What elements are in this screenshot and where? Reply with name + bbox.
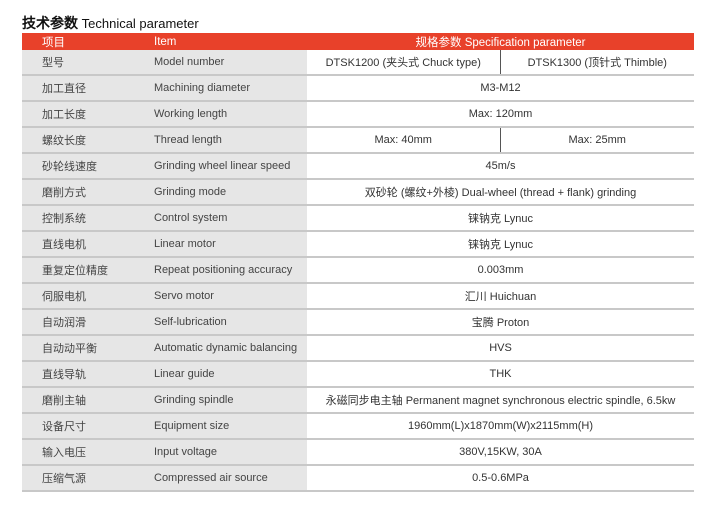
param-value: Max: 120mm — [307, 101, 695, 128]
param-value: 0.003mm — [307, 257, 695, 284]
param-name-en: Linear motor — [150, 231, 307, 258]
param-value: 380V,15KW, 30A — [307, 439, 695, 466]
param-value: 铼钠克 Lynuc — [307, 231, 695, 258]
table-row: 设备尺寸 Equipment size 1960mm(L)x1870mm(W)x21… — [22, 413, 695, 440]
table-row: 型号 Model number DTSK1200 (夹头式 Chuck type) D… — [22, 50, 695, 76]
param-name-en: Model number — [150, 50, 307, 76]
header-item-en: Item — [150, 33, 307, 50]
param-name-en: Input voltage — [150, 439, 307, 466]
header-spec: 规格参数 Specification parameter — [307, 33, 695, 50]
table-row: 直线电机 Linear motor 铼钠克 Lynuc — [22, 231, 695, 258]
param-name-en: Thread length — [150, 127, 307, 154]
param-name-en: Machining diameter — [150, 75, 307, 102]
param-name-cn: 输入电压 — [22, 439, 150, 466]
table-row: 磨削主轴 Grinding spindle 永磁同步电主轴 Permanent ma… — [22, 387, 695, 414]
table-row: 加工长度 Working length Max: 120mm — [22, 101, 695, 128]
table-row: 加工直径 Machining diameter M3-M12 — [22, 75, 695, 102]
table-row: 磨削方式 Grinding mode 双砂轮 (螺纹+外棱) Dual-wheel … — [22, 179, 695, 206]
param-value: Max: 40mm — [307, 127, 501, 154]
param-value: THK — [307, 361, 695, 388]
param-name-cn: 自动动平衡 — [22, 335, 150, 362]
param-name-cn: 型号 — [22, 50, 150, 76]
param-value: 汇川 Huichuan — [307, 283, 695, 310]
param-name-cn: 磨削主轴 — [22, 387, 150, 414]
param-name-en: Self-lubrication — [150, 309, 307, 336]
param-value: 1960mm(L)x1870mm(W)x2115mm(H) — [307, 413, 695, 440]
param-name-cn: 砂轮线速度 — [22, 153, 150, 180]
param-name-cn: 直线电机 — [22, 231, 150, 258]
param-name-cn: 设备尺寸 — [22, 413, 150, 440]
param-value: 宝腾 Proton — [307, 309, 695, 336]
param-value: M3-M12 — [307, 75, 695, 102]
param-name-cn: 控制系统 — [22, 205, 150, 232]
table-row: 直线导轨 Linear guide THK — [22, 361, 695, 388]
param-value: DTSK1300 (顶针式 Thimble) — [500, 50, 695, 76]
param-value: 永磁同步电主轴 Permanent magnet synchronous ele… — [307, 387, 695, 414]
param-name-cn: 加工长度 — [22, 101, 150, 128]
table-row: 压缩气源 Compressed air source 0.5-0.6MPa — [22, 465, 695, 492]
param-name-cn: 螺纹长度 — [22, 127, 150, 154]
param-name-en: Linear guide — [150, 361, 307, 388]
param-name-en: Grinding spindle — [150, 387, 307, 414]
param-value: Max: 25mm — [500, 127, 695, 154]
table-row: 自动动平衡 Automatic dynamic balancing HVS — [22, 335, 695, 362]
param-name-cn: 直线导轨 — [22, 361, 150, 388]
param-name-en: Control system — [150, 205, 307, 232]
param-name-cn: 磨削方式 — [22, 179, 150, 206]
param-name-en: Compressed air source — [150, 465, 307, 492]
table-row: 控制系统 Control system 铼钠克 Lynuc — [22, 205, 695, 232]
param-name-en: Automatic dynamic balancing — [150, 335, 307, 362]
header-item-cn: 项目 — [22, 33, 150, 50]
param-value: DTSK1200 (夹头式 Chuck type) — [307, 50, 501, 76]
table-row: 砂轮线速度 Grinding wheel linear speed 45m/s — [22, 153, 695, 180]
param-name-cn: 伺服电机 — [22, 283, 150, 310]
param-name-en: Grinding wheel linear speed — [150, 153, 307, 180]
param-name-cn: 重复定位精度 — [22, 257, 150, 284]
table-row: 自动润滑 Self-lubrication 宝腾 Proton — [22, 309, 695, 336]
title-en: Technical parameter — [81, 16, 199, 31]
page-title: 技术参数 Technical parameter — [22, 13, 199, 33]
param-value: 0.5-0.6MPa — [307, 465, 695, 492]
param-value: HVS — [307, 335, 695, 362]
param-name-en: Equipment size — [150, 413, 307, 440]
param-name-en: Grinding mode — [150, 179, 307, 206]
table-row: 重复定位精度 Repeat positioning accuracy 0.003mm — [22, 257, 695, 284]
param-value: 铼钠克 Lynuc — [307, 205, 695, 232]
param-value: 双砂轮 (螺纹+外棱) Dual-wheel (thread + flank) … — [307, 179, 695, 206]
param-name-en: Servo motor — [150, 283, 307, 310]
table-row: 螺纹长度 Thread length Max: 40mm Max: 25mm — [22, 127, 695, 154]
table-row: 输入电压 Input voltage 380V,15KW, 30A — [22, 439, 695, 466]
param-name-cn: 自动润滑 — [22, 309, 150, 336]
param-name-en: Working length — [150, 101, 307, 128]
table-row: 伺服电机 Servo motor 汇川 Huichuan — [22, 283, 695, 310]
title-cn: 技术参数 — [22, 15, 78, 31]
param-name-cn: 压缩气源 — [22, 465, 150, 492]
spec-table: 项目 Item 规格参数 Specification parameter 型号 M… — [22, 33, 695, 492]
param-name-en: Repeat positioning accuracy — [150, 257, 307, 284]
table-header: 项目 Item 规格参数 Specification parameter — [22, 33, 695, 50]
param-value: 45m/s — [307, 153, 695, 180]
param-name-cn: 加工直径 — [22, 75, 150, 102]
